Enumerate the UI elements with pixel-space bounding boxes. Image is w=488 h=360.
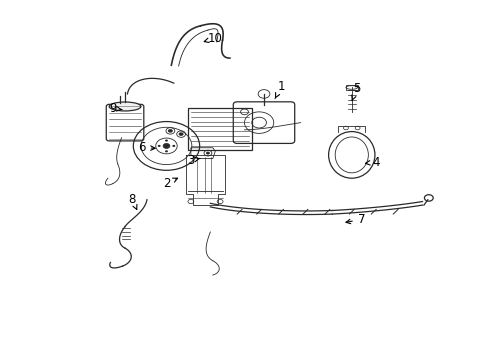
Text: 9: 9 [109, 102, 122, 115]
Circle shape [163, 143, 169, 148]
Text: 1: 1 [275, 80, 284, 99]
Text: 5: 5 [351, 82, 360, 100]
Text: 10: 10 [204, 32, 222, 45]
Circle shape [178, 132, 183, 136]
Text: 8: 8 [128, 193, 137, 210]
Text: 3: 3 [187, 154, 200, 167]
Text: 6: 6 [138, 141, 155, 154]
Circle shape [158, 145, 160, 147]
Text: 4: 4 [365, 156, 379, 168]
Circle shape [205, 152, 209, 154]
Ellipse shape [109, 102, 141, 111]
Circle shape [164, 139, 167, 141]
Circle shape [167, 129, 172, 133]
Circle shape [164, 150, 167, 152]
Circle shape [172, 145, 175, 147]
Text: 2: 2 [163, 177, 177, 190]
Text: 7: 7 [346, 213, 365, 226]
